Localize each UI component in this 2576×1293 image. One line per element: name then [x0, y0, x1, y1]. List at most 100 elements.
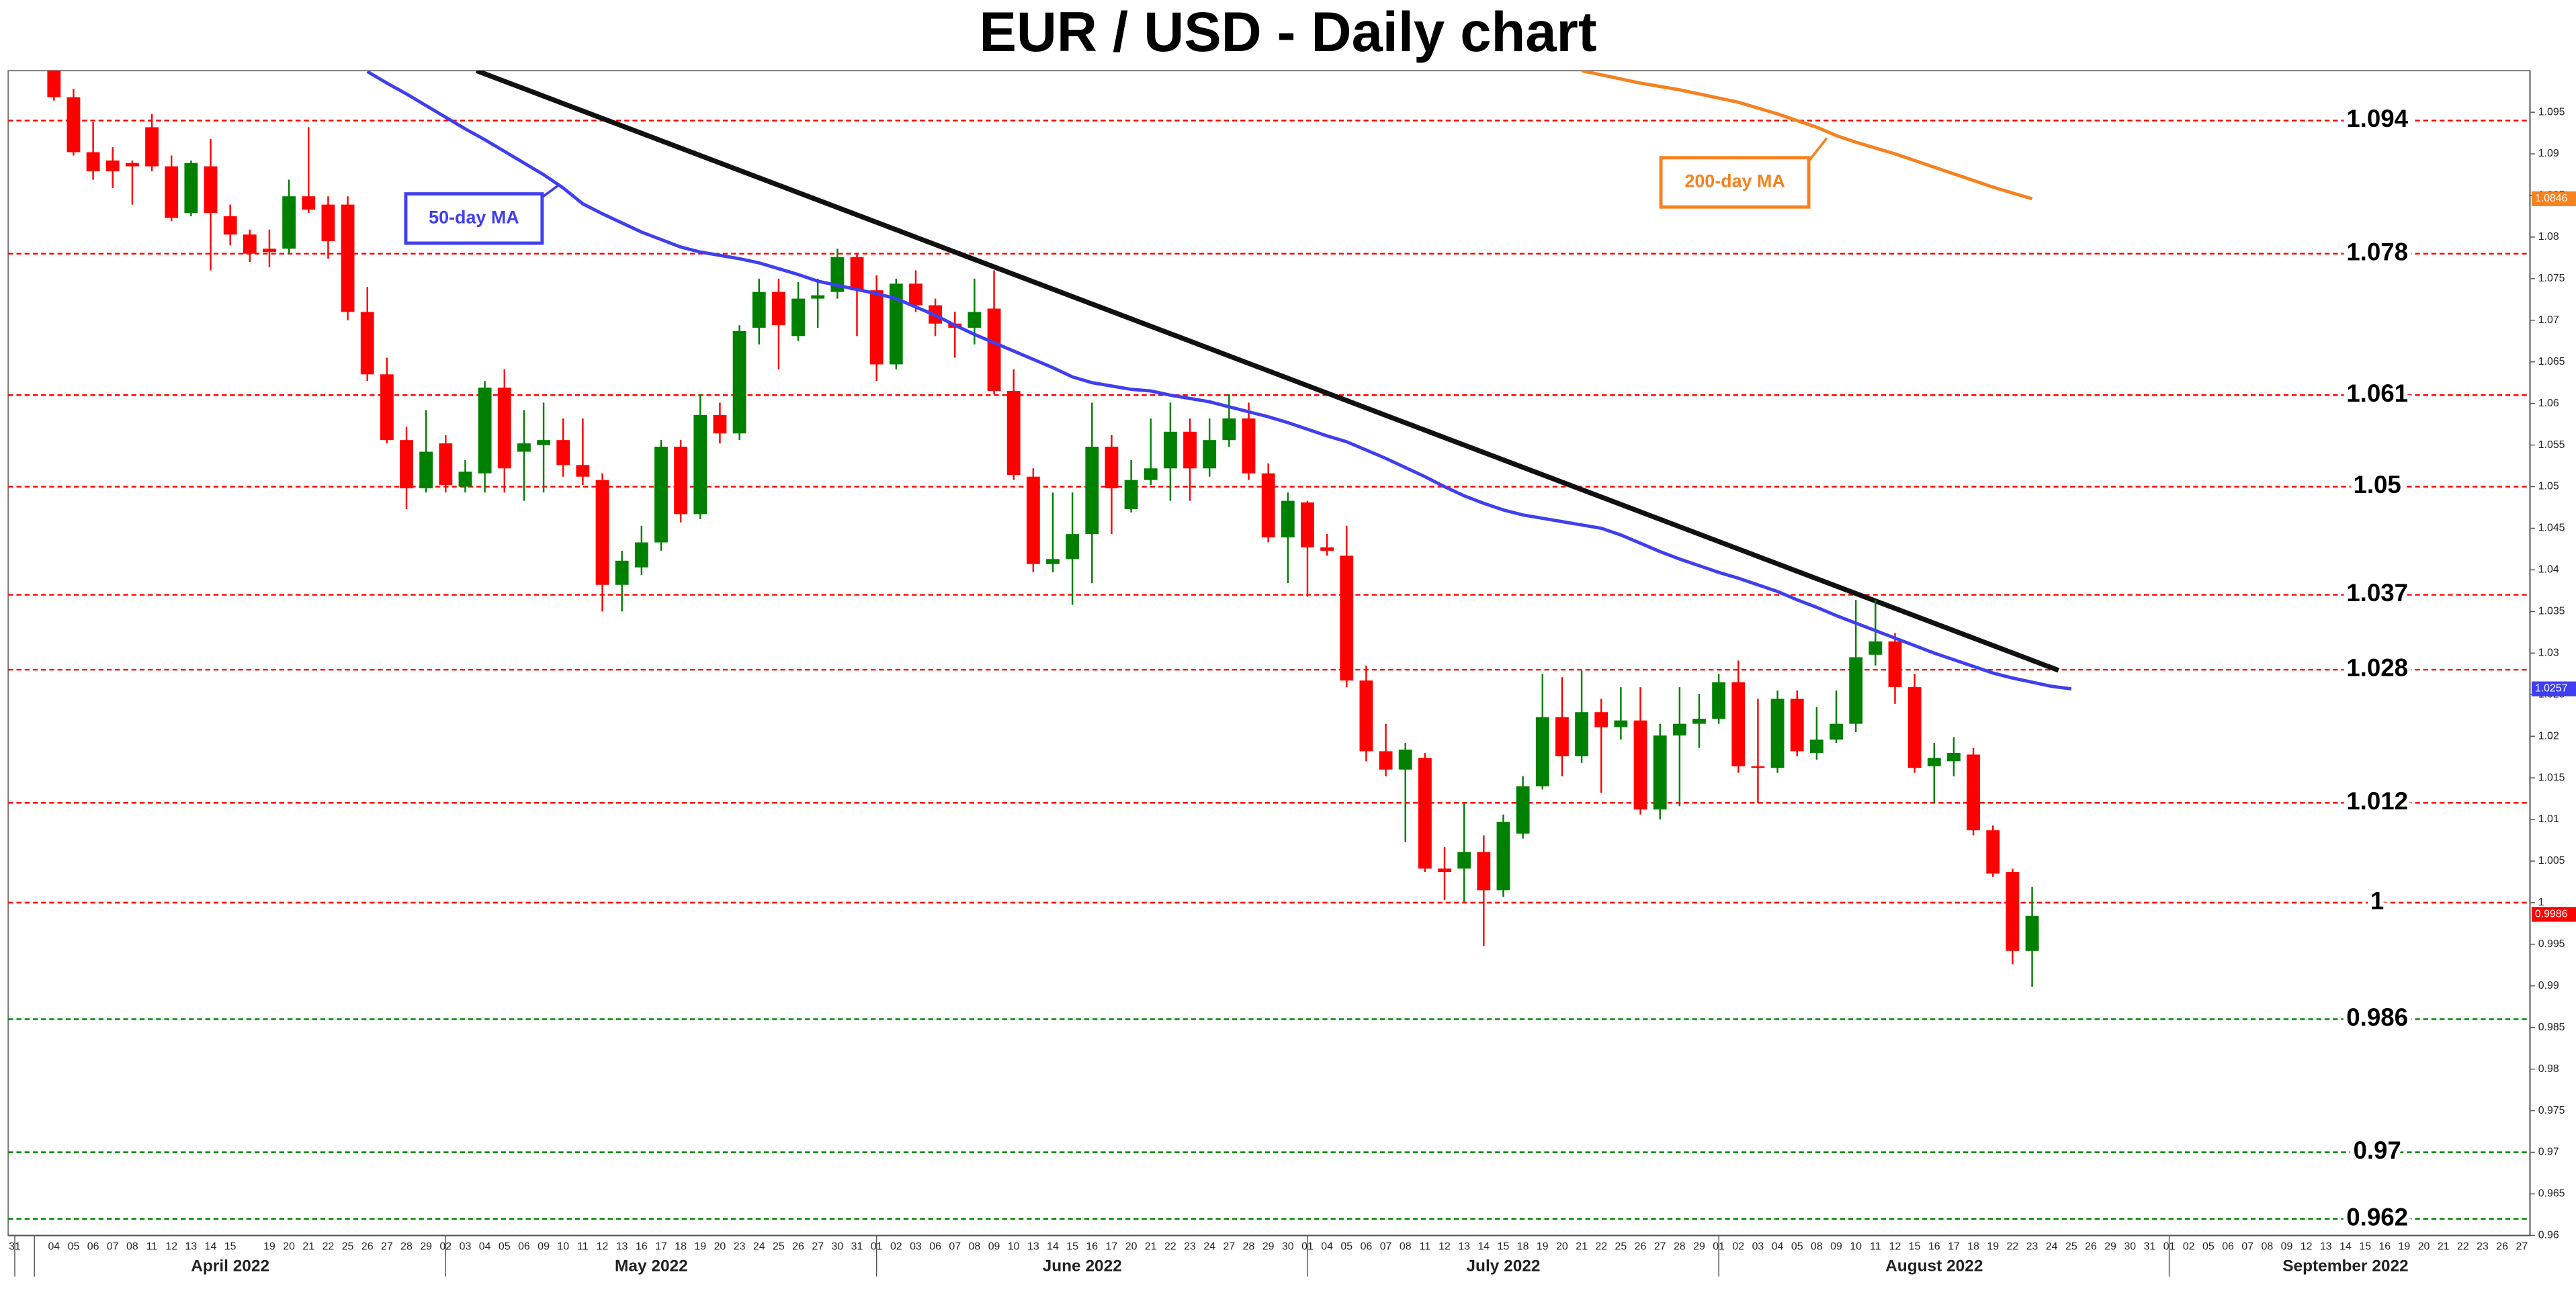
- x-tick-label: 15: [224, 1241, 237, 1253]
- candle-body: [400, 440, 413, 489]
- month-label: May 2022: [615, 1257, 688, 1275]
- level-label: 1.078: [2346, 238, 2408, 265]
- x-tick-label: 02: [890, 1241, 902, 1253]
- x-tick-label: 06: [87, 1241, 99, 1253]
- x-tick-label: 20: [1125, 1241, 1137, 1253]
- candle-body: [67, 97, 81, 152]
- x-tick-label: 30: [1282, 1241, 1294, 1253]
- x-tick-label: 12: [165, 1241, 177, 1253]
- candle-body: [771, 292, 785, 326]
- x-tick-label: 15: [2359, 1241, 2371, 1253]
- x-tick-label: 06: [518, 1241, 530, 1253]
- x-tick-label: 03: [910, 1241, 922, 1253]
- x-tick-label: 29: [420, 1241, 432, 1253]
- x-tick-label: 19: [1987, 1241, 1999, 1253]
- x-tick-label: 23: [2026, 1241, 2038, 1253]
- candle-body: [419, 451, 433, 489]
- candle-body: [204, 166, 218, 213]
- candle-body: [1516, 786, 1530, 834]
- candle-body: [1535, 717, 1549, 787]
- candle-body: [968, 312, 982, 328]
- candle-body: [478, 388, 492, 474]
- month-label: April 2022: [191, 1257, 269, 1275]
- candle-body: [1477, 852, 1491, 891]
- x-tick-label: 04: [1772, 1241, 1784, 1253]
- candle-body: [1066, 534, 1080, 560]
- x-tick-label: 07: [1380, 1241, 1392, 1253]
- x-tick-label: 25: [342, 1241, 354, 1253]
- y-tick-label: 1.005: [2538, 855, 2565, 866]
- y-tick-label: 1.095: [2538, 106, 2565, 118]
- candle-body: [302, 196, 316, 210]
- x-tick-label: 25: [1615, 1241, 1627, 1253]
- x-tick-label: 28: [1243, 1241, 1255, 1253]
- legend-box: [1659, 156, 1811, 209]
- x-tick-label: 27: [812, 1241, 824, 1253]
- candle-body: [1124, 480, 1138, 509]
- x-tick-label: 22: [1595, 1241, 1607, 1253]
- x-tick-label: 10: [1008, 1241, 1020, 1253]
- level-label: 1.037: [2346, 579, 2408, 607]
- x-tick-label: 06: [929, 1241, 941, 1253]
- candle-body: [1026, 476, 1040, 564]
- x-tick-label: 28: [400, 1241, 413, 1253]
- x-tick-label: 22: [2007, 1241, 2019, 1253]
- x-tick-label: 22: [1164, 1241, 1176, 1253]
- x-tick-label: 14: [205, 1241, 217, 1253]
- x-tick-label: 28: [1674, 1241, 1686, 1253]
- trendline: [475, 71, 2060, 673]
- candle-body: [145, 127, 159, 167]
- candle-body: [791, 298, 805, 337]
- candle-body: [1614, 720, 1628, 727]
- candle-body: [497, 388, 511, 469]
- x-tick-label: 21: [1576, 1241, 1588, 1253]
- x-tick-label: 15: [1066, 1241, 1078, 1253]
- y-tick-label: 0.965: [2538, 1188, 2565, 1200]
- x-tick-label: 30: [2124, 1241, 2136, 1253]
- y-tick-label: 1.06: [2538, 398, 2559, 409]
- x-tick-label: 08: [969, 1241, 981, 1253]
- candle-body: [1105, 447, 1119, 489]
- x-tick-label: 02: [1732, 1241, 1744, 1253]
- y-tick-label: 1.03: [2538, 647, 2559, 658]
- callout-line: [1807, 137, 1828, 162]
- level-label: 0.986: [2346, 1004, 2408, 1031]
- ma-line: [1581, 71, 2033, 201]
- candle-body: [1320, 547, 1334, 551]
- x-tick-label: 29: [2104, 1241, 2116, 1253]
- x-tick-label: 31: [2144, 1241, 2156, 1253]
- candle-body: [1633, 720, 1647, 810]
- x-tick-label: 04: [48, 1241, 60, 1253]
- candle-body: [595, 480, 609, 585]
- candle-body: [1418, 758, 1432, 869]
- y-tick-label: 1.055: [2538, 439, 2565, 451]
- x-tick-label: 12: [1889, 1241, 1901, 1253]
- x-tick-label: 29: [1693, 1241, 1705, 1253]
- candle-body: [165, 166, 179, 218]
- candle-body: [458, 472, 472, 487]
- candle-body: [1222, 418, 1236, 441]
- candle-body: [1398, 749, 1412, 770]
- x-tick-label: 13: [1458, 1241, 1470, 1253]
- x-tick-label: 05: [1791, 1241, 1803, 1253]
- y-tick-label: 0.99: [2538, 980, 2559, 991]
- candle-body: [380, 374, 394, 441]
- candle-body: [1301, 502, 1314, 547]
- x-tick-label: 11: [577, 1241, 589, 1253]
- candle-body: [1594, 712, 1608, 727]
- candle-body: [1379, 751, 1393, 770]
- x-tick-label: 23: [734, 1241, 746, 1253]
- candle-body: [282, 196, 296, 249]
- x-tick-label: 03: [1752, 1241, 1764, 1253]
- x-tick-label: 15: [1909, 1241, 1921, 1253]
- x-tick-label: 19: [2399, 1241, 2411, 1253]
- x-tick-label: 11: [1420, 1241, 1431, 1253]
- candle-body: [105, 160, 120, 172]
- price-tag: [2531, 681, 2576, 697]
- candle-body: [1575, 712, 1588, 756]
- x-tick-label: 03: [460, 1241, 472, 1253]
- x-tick-label: 21: [302, 1241, 314, 1253]
- candle-body: [1770, 699, 1785, 768]
- x-tick-label: 16: [1928, 1241, 1940, 1253]
